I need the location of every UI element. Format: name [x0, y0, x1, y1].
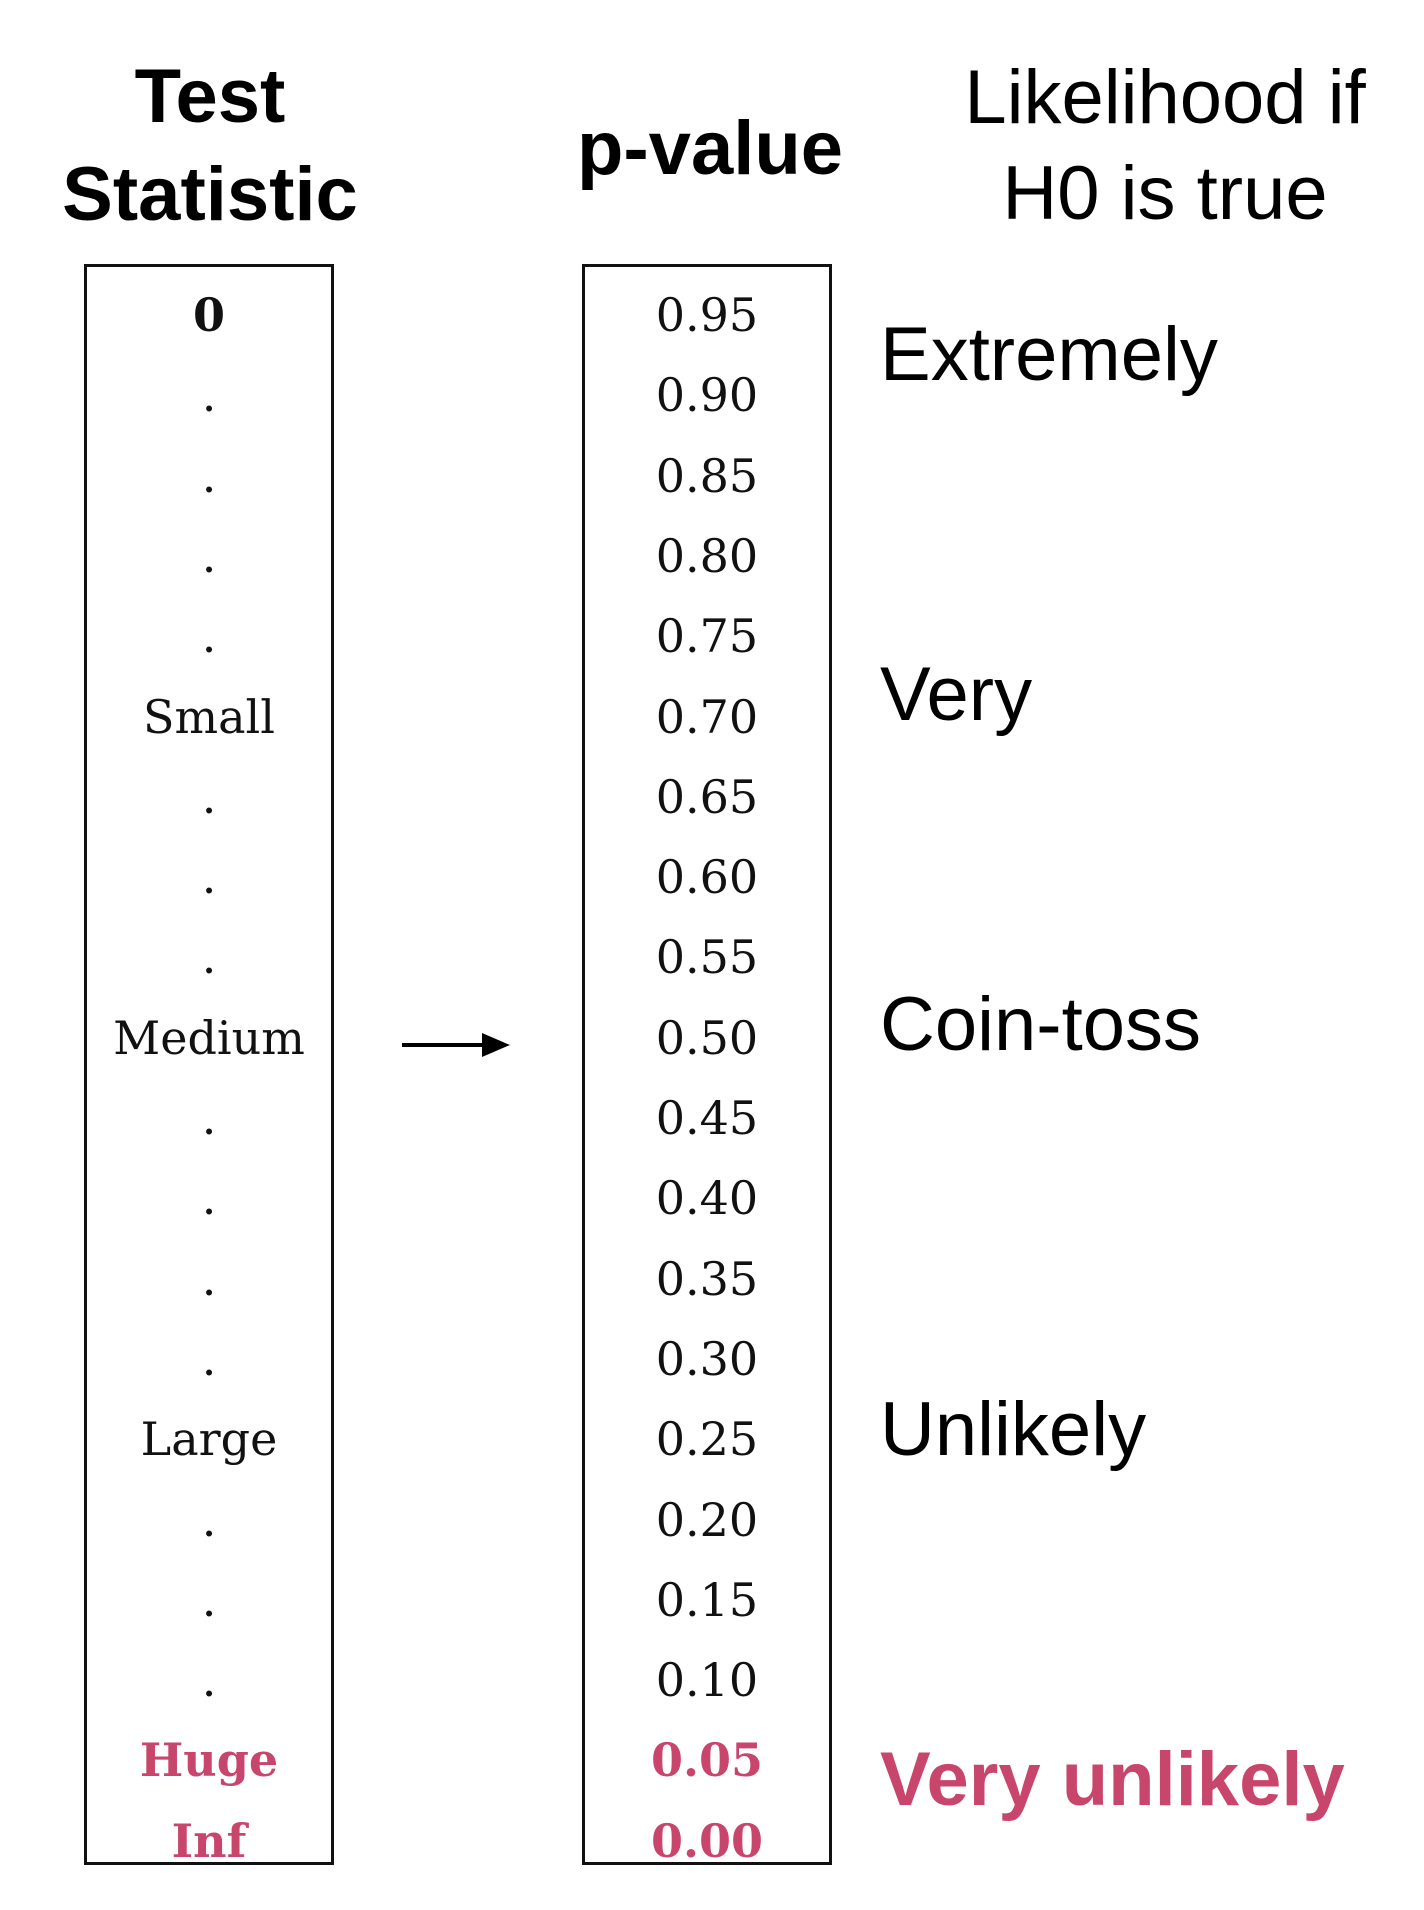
test-statistic-row: .	[201, 769, 217, 824]
p-value-row: 0.45	[655, 1091, 759, 1145]
test-statistic-row: Huge	[139, 1733, 279, 1788]
p-value-row: 0.40	[655, 1171, 759, 1226]
test-statistic-row: .	[201, 1171, 217, 1226]
likelihood-label: Coin-toss	[880, 982, 1201, 1067]
test-statistic-row: 0	[192, 288, 225, 342]
test-statistic-row: .	[201, 368, 217, 423]
test-statistic-header: Test Statistic	[35, 48, 385, 244]
test-statistic-row: .	[201, 850, 217, 905]
p-value-row: 0.50	[655, 1010, 759, 1065]
test-statistic-row: Large	[140, 1412, 278, 1467]
likelihood-header: Likelihood if H0 is true	[920, 50, 1410, 242]
test-statistic-column: 0.... Small... Medium.... Large... Huge Inf	[84, 264, 334, 1868]
p-value-row: 0.05	[650, 1733, 764, 1788]
p-value-row: 0.25	[655, 1412, 759, 1467]
test-statistic-row: .	[201, 528, 217, 583]
p-value-row: 0.10	[655, 1653, 759, 1708]
likelihood-header-line-2: H0 is true	[1002, 151, 1328, 236]
test-statistic-row: .	[201, 1492, 217, 1547]
p-value-row: 0.00	[650, 1813, 764, 1868]
p-value-row: 0.75	[655, 609, 759, 664]
likelihood-label: Unlikely	[880, 1387, 1147, 1472]
p-value-row: 0.35	[655, 1251, 759, 1306]
test-statistic-row: .	[201, 930, 217, 985]
p-value-header: p-value	[576, 106, 844, 191]
test-statistic-row: Small	[143, 689, 275, 744]
test-statistic-row: .	[201, 448, 217, 503]
p-value-row: 0.30	[655, 1331, 759, 1386]
test-statistic-header-line-1: Test	[134, 54, 286, 139]
p-value-row: 0.55	[655, 930, 759, 985]
test-statistic-row: .	[201, 609, 217, 664]
arrow-right-icon	[402, 1033, 510, 1057]
likelihood-label: Very	[880, 652, 1033, 737]
test-statistic-row: .	[201, 1091, 217, 1145]
p-value-row: 0.90	[655, 368, 759, 423]
p-value-row: 0.85	[655, 448, 759, 503]
likelihood-label: Very unlikely	[880, 1737, 1345, 1822]
likelihood-label: Extremely	[880, 312, 1218, 397]
test-statistic-row: Medium	[113, 1010, 305, 1065]
test-statistic-row: .	[201, 1572, 217, 1627]
test-statistic-row: .	[201, 1653, 217, 1708]
p-value-row: 0.80	[655, 528, 759, 583]
test-statistic-row: .	[201, 1331, 217, 1386]
p-value-row: 0.70	[655, 689, 759, 744]
p-value-row: 0.20	[655, 1492, 759, 1547]
p-value-row: 0.60	[655, 850, 759, 905]
test-statistic-row: Inf	[171, 1813, 247, 1868]
test-statistic-row: .	[201, 1251, 217, 1306]
likelihood-header-line-1: Likelihood if	[964, 55, 1366, 140]
p-value-row: 0.15	[655, 1572, 759, 1627]
p-value-column: 0.95 0.90 0.85 0.80 0.75 0.70 0.65 0.60 0.55 0.50…	[582, 264, 832, 1868]
test-statistic-header-line-2: Statistic	[62, 152, 358, 237]
p-value-row: 0.95	[655, 288, 759, 342]
p-value-row: 0.65	[655, 769, 759, 824]
